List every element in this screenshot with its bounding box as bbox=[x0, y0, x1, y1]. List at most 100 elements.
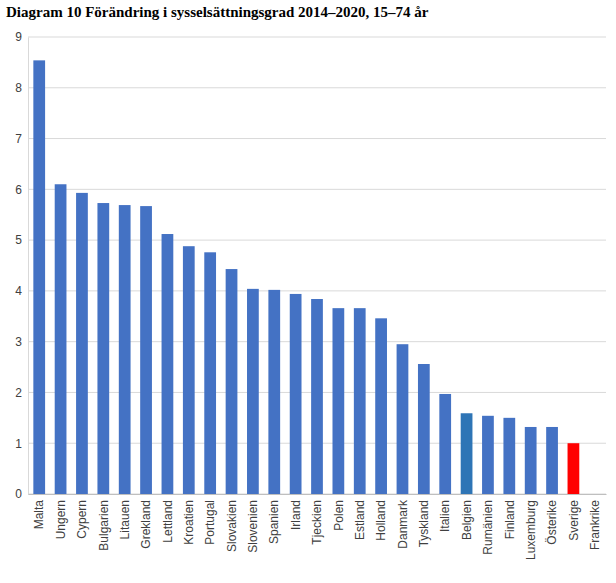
y-tick-label: 0 bbox=[15, 487, 22, 501]
grid-line bbox=[28, 290, 606, 291]
x-tick: Polen bbox=[332, 494, 346, 531]
x-tick-label: Finland bbox=[503, 500, 517, 539]
y-tick-label: 1 bbox=[15, 437, 22, 451]
x-tick: Holland bbox=[374, 494, 388, 541]
x-tick: Italien bbox=[438, 494, 452, 532]
y-tick-label: 4 bbox=[15, 284, 22, 298]
x-tick-label: Slovakien bbox=[225, 500, 239, 552]
bar bbox=[503, 418, 515, 494]
x-tick-label: Portugal bbox=[203, 500, 217, 545]
x-tick: Portugal bbox=[203, 494, 217, 545]
plot: 0 1 2 3 4 5 6 7 8 9 Malta Ungern Cypern Bulgarien Lita… bbox=[15, 30, 606, 560]
bar bbox=[482, 416, 494, 494]
bar bbox=[332, 308, 344, 494]
y-axis: 0 1 2 3 4 5 6 7 8 9 bbox=[15, 30, 28, 501]
y-tick-label: 5 bbox=[15, 233, 22, 247]
y-tick: 5 bbox=[15, 233, 28, 247]
bar bbox=[33, 60, 45, 494]
x-tick-label: Österike bbox=[545, 500, 559, 545]
x-tick: Finland bbox=[503, 494, 517, 539]
bar bbox=[397, 344, 409, 494]
x-tick: Litauen bbox=[118, 494, 132, 539]
y-tick-label: 9 bbox=[15, 30, 22, 44]
bar bbox=[546, 427, 558, 494]
bar bbox=[76, 193, 88, 494]
x-tick-label: Ungern bbox=[54, 500, 68, 539]
x-tick-label: Malta bbox=[32, 500, 46, 530]
grid-line bbox=[28, 240, 606, 241]
x-tick-label: Spanien bbox=[267, 500, 281, 544]
x-tick: Cypern bbox=[75, 494, 89, 539]
x-tick: Tjeckien bbox=[310, 494, 324, 545]
y-tick-label: 3 bbox=[15, 335, 22, 349]
grid-line bbox=[28, 189, 606, 190]
x-tick: Danmark bbox=[396, 494, 410, 549]
bar bbox=[204, 252, 216, 494]
y-tick: 7 bbox=[15, 132, 28, 146]
bar bbox=[461, 413, 473, 494]
x-tick-label: Belgien bbox=[460, 500, 474, 540]
bar bbox=[290, 294, 302, 494]
x-tick: Slovenien bbox=[246, 494, 260, 553]
bar bbox=[439, 394, 451, 494]
y-tick: 0 bbox=[15, 487, 28, 501]
x-tick: Kroatien bbox=[182, 494, 196, 545]
y-tick: 2 bbox=[15, 386, 28, 400]
x-tick-label: Lettland bbox=[161, 500, 175, 543]
bar bbox=[589, 494, 601, 495]
grid-line bbox=[28, 37, 606, 38]
x-tick-label: Irland bbox=[289, 500, 303, 530]
x-tick-label: Polen bbox=[332, 500, 346, 531]
y-tick-label: 2 bbox=[15, 386, 22, 400]
bar bbox=[226, 269, 238, 494]
grid-line bbox=[28, 138, 606, 139]
bar bbox=[418, 364, 430, 494]
x-tick: Malta bbox=[32, 494, 46, 529]
y-tick: 9 bbox=[15, 30, 28, 44]
x-tick-label: Sverige bbox=[567, 500, 581, 541]
x-tick: Slovakien bbox=[225, 494, 239, 552]
bar bbox=[247, 289, 259, 494]
y-tick: 4 bbox=[15, 284, 28, 298]
bar bbox=[162, 234, 174, 494]
x-tick-label: Grekland bbox=[139, 500, 153, 549]
x-tick: Irland bbox=[289, 494, 303, 530]
chart: Diagram 10 Förändring i sysselsättningsg… bbox=[0, 0, 616, 583]
x-tick: Lettland bbox=[161, 494, 175, 543]
x-tick-label: Rumänien bbox=[481, 500, 495, 555]
bars bbox=[33, 60, 579, 494]
x-tick-label: Estland bbox=[353, 500, 367, 540]
bar bbox=[97, 203, 109, 494]
x-tick-label: Bulgarien bbox=[97, 500, 111, 551]
x-axis-line bbox=[29, 494, 607, 495]
x-tick: Ungern bbox=[54, 494, 68, 539]
x-tick-label: Kroatien bbox=[182, 500, 196, 545]
x-tick: Belgien bbox=[460, 494, 474, 540]
x-tick: Bulgarien bbox=[97, 494, 111, 551]
x-tick-label: Italien bbox=[438, 500, 452, 532]
x-tick: Sverige bbox=[567, 494, 581, 541]
y-tick-label: 8 bbox=[15, 81, 22, 95]
bar bbox=[354, 308, 366, 494]
y-axis-line bbox=[28, 38, 29, 495]
x-tick-label: Danmark bbox=[396, 499, 410, 549]
x-tick-label: Frankrike bbox=[588, 500, 602, 550]
bar bbox=[375, 318, 387, 494]
x-tick-label: Cypern bbox=[75, 500, 89, 539]
bar bbox=[140, 206, 152, 494]
bar bbox=[268, 290, 280, 494]
x-tick-label: Slovenien bbox=[246, 500, 260, 553]
bar bbox=[311, 299, 323, 494]
x-tick-label: Tjeckien bbox=[310, 500, 324, 545]
x-tick: Grekland bbox=[139, 494, 153, 549]
x-tick: Österike bbox=[545, 494, 559, 545]
x-tick: Estland bbox=[353, 494, 367, 540]
grid-line bbox=[28, 87, 606, 88]
x-tick: Rumänien bbox=[481, 494, 495, 555]
y-tick: 3 bbox=[15, 335, 28, 349]
y-tick: 6 bbox=[15, 183, 28, 197]
x-tick-label: Holland bbox=[374, 500, 388, 541]
bar bbox=[55, 184, 67, 494]
bar bbox=[568, 443, 580, 494]
bar bbox=[183, 246, 195, 494]
